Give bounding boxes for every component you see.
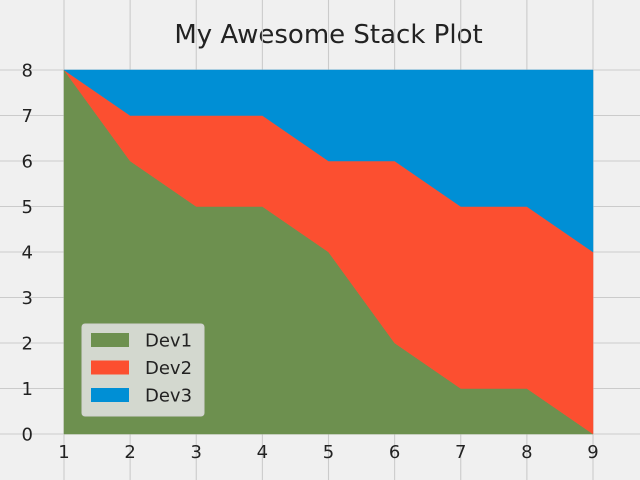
legend-swatch-dev3 (91, 388, 129, 402)
y-tick-label: 4 (22, 243, 33, 264)
y-tick-label: 1 (22, 379, 33, 400)
legend-label-dev2: Dev2 (145, 358, 192, 379)
y-tick-label: 3 (22, 288, 33, 309)
legend-swatch-dev1 (91, 333, 129, 347)
y-tick-label: 5 (22, 197, 33, 218)
x-tick-label: 1 (58, 442, 69, 463)
legend-swatch-dev2 (91, 360, 129, 375)
x-tick-label: 5 (323, 442, 334, 463)
legend: Dev1 Dev2 Dev3 (81, 323, 205, 417)
x-tick-label: 7 (455, 442, 466, 463)
y-tick-label: 2 (22, 334, 33, 355)
x-tick-label: 2 (124, 442, 135, 463)
x-tick-label: 9 (587, 442, 598, 463)
area-dev3 (63, 69, 594, 253)
y-tick-label: 6 (22, 152, 33, 173)
x-tick-label: 3 (191, 442, 202, 463)
x-axis-ticks: 1 2 3 4 5 6 7 8 9 (58, 442, 598, 463)
x-tick-label: 6 (389, 442, 400, 463)
legend-label-dev3: Dev3 (145, 386, 192, 407)
y-tick-label: 7 (22, 106, 33, 127)
y-tick-label: 8 (22, 61, 33, 82)
y-axis-ticks: 0 1 2 3 4 5 6 7 8 (22, 61, 33, 446)
y-tick-label: 0 (22, 425, 33, 446)
x-tick-label: 8 (521, 442, 532, 463)
x-tick-label: 4 (257, 442, 268, 463)
legend-label-dev1: Dev1 (145, 331, 192, 352)
